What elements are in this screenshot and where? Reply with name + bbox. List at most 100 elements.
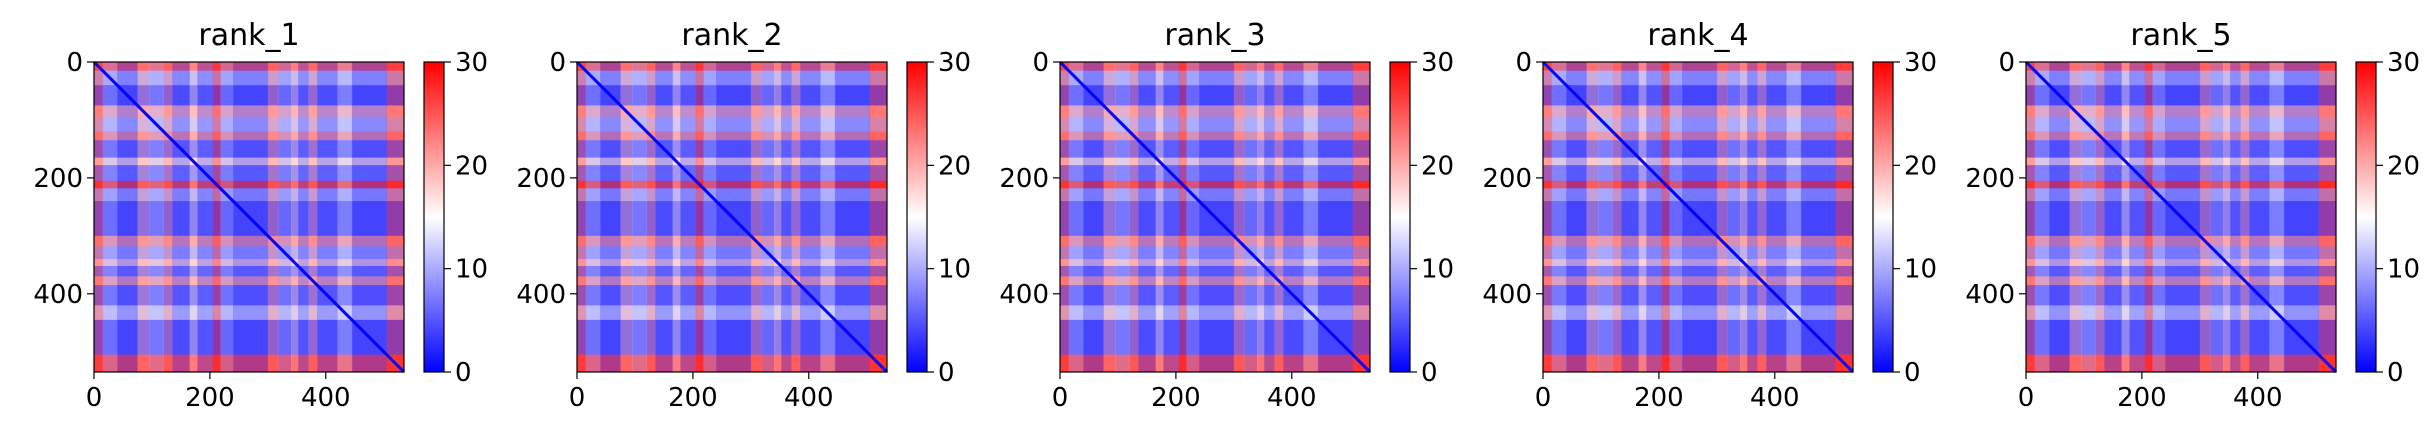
heatmap-row-band [94,140,404,159]
heatmap-row-band [577,165,887,182]
heatmap-row-band [1060,165,1370,182]
heatmap-col-band [267,62,279,372]
heatmap-col-band [1103,62,1116,372]
heatmap-col-band [1621,62,1640,372]
heatmap-col-band [1257,62,1265,372]
heatmap-row-band [1060,131,1370,141]
heatmap-col-band [791,62,801,372]
heatmap-col-band [2152,62,2166,372]
panel-3: rank_3 0 200 400 0 200 400 0 10 20 30 [999,18,1454,413]
heatmap-row-band [94,85,404,106]
colorbar-tick-label: 30 [1904,48,1937,78]
heatmap [92,60,406,374]
heatmap-col-band [1746,62,1758,372]
heatmap-row-band [2026,305,2336,321]
heatmap-col-band [2223,62,2231,372]
heatmap-col-band [317,62,338,372]
heatmap-row-band [1543,157,1853,166]
heatmap-row-band [1060,62,1370,72]
heatmap-row-band [1543,276,1853,286]
heatmap-col-band [1786,62,1802,372]
heatmap [575,60,889,374]
heatmap-col-band [750,62,762,372]
colorbar-tick-label: 30 [2387,48,2420,78]
heatmap-col-band [1586,62,1599,372]
heatmap-col-band [1274,62,1284,372]
plot-frame [2025,61,2337,373]
panel-title: rank_5 [2130,18,2231,53]
panel-2: rank_2 0 200 400 0 200 400 0 10 20 30 [516,18,971,413]
plot-frame [1059,61,1371,373]
heatmap-row-band [1060,259,1370,267]
heatmap-row-band [577,235,887,247]
y-tick-label: 400 [516,280,566,310]
heatmap-col-band [632,62,648,372]
heatmap-col-band [386,62,405,372]
panel-title: rank_4 [1647,18,1748,53]
heatmap-col-band [1646,62,1663,372]
heatmap-row-band [2026,85,2336,106]
heatmap-row-band [577,105,887,118]
y-tick-label: 400 [1965,280,2015,310]
heatmap-col-band [189,62,198,372]
heatmap-row-band [577,62,887,72]
x-tick-label: 0 [1535,383,1552,413]
heatmap-row-band [94,165,404,182]
heatmap-diagonal [1058,60,1372,374]
panel-5: rank_5 0 200 400 0 200 400 0 10 20 30 [1965,18,2420,413]
colorbar-tick-label: 0 [938,358,955,388]
heatmap-col-band [1638,62,1647,372]
plot-frame [576,61,888,373]
heatmap-row-band [577,85,887,106]
heatmap-row-band [1060,354,1370,373]
heatmap-row-band [577,259,887,267]
heatmap-col-band [197,62,214,372]
heatmap-col-band [291,62,299,372]
heatmap-col-band [577,62,587,372]
heatmap-col-band [1716,62,1728,372]
heatmap-col-band [102,62,118,372]
heatmap-col-band [1303,62,1319,372]
heatmap-col-band [2069,62,2082,372]
heatmap-row-band [1060,276,1370,286]
colorbar-tick-label: 0 [455,358,472,388]
colorbar [1872,61,1894,373]
heatmap-diagonal [2024,60,2338,374]
heatmap-diagonal [575,60,889,374]
heatmap-row-band [2026,157,2336,166]
heatmap-col-band [1155,62,1164,372]
heatmap-row-band [577,285,887,306]
heatmap-row-band [1060,265,1370,277]
colorbar-tick-label: 10 [455,255,488,285]
heatmap-row-band [1543,105,1853,118]
heatmap-row-band [2026,246,2336,260]
heatmap-col-band [2034,62,2050,372]
heatmap-col-band [212,62,221,372]
heatmap-col-band [117,62,138,372]
heatmap-row-band [1543,70,1853,86]
heatmap-col-band [137,62,150,372]
heatmap-row-band [1543,259,1853,267]
heatmap-row-band [577,276,887,286]
x-tick-label: 400 [1750,383,1800,413]
heatmap-col-band [220,62,234,372]
y-tick-label: 200 [33,164,83,194]
heatmap-col-band [337,62,353,372]
heatmap-row-band [2026,235,2336,247]
heatmap [1541,60,1855,374]
heatmap-col-band [1178,62,1187,372]
heatmap-row-band [2026,180,2336,189]
heatmap-row-band [577,188,887,202]
heatmap-row-band [2026,70,2336,86]
heatmap-col-band [1800,62,1837,372]
heatmap-row-band [577,180,887,189]
heatmap-row-band [94,131,404,141]
heatmap-col-band [680,62,697,372]
heatmap-col-band [869,62,888,372]
heatmap-col-band [1612,62,1622,372]
x-tick-label: 400 [1267,383,1317,413]
heatmap-col-band [1129,62,1139,372]
heatmap-row-band [577,131,887,141]
heatmap-row-band [2026,117,2336,133]
heatmap-row-band [2026,265,2336,277]
